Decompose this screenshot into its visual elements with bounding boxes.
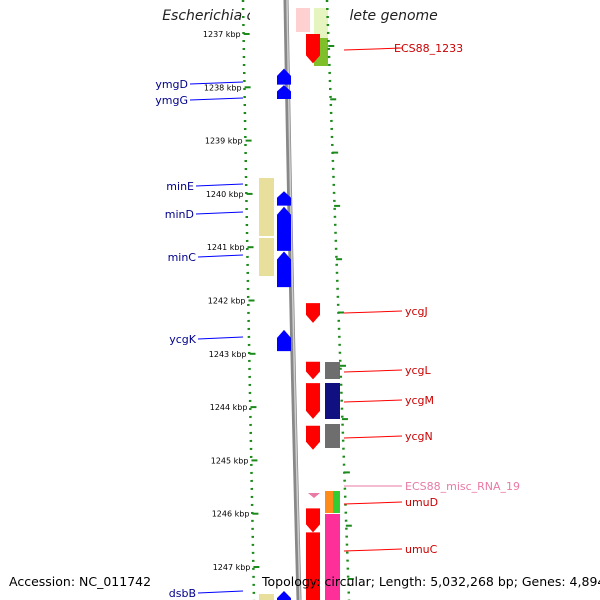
label-leader (197, 254, 244, 258)
ruler-label: 1237 kbp (203, 30, 241, 39)
gene-label-umuD: umuD (405, 496, 438, 509)
gene-label-ycgJ: ycgJ (405, 305, 428, 318)
gene-layer (277, 34, 320, 600)
label-leader (343, 548, 403, 552)
ruler-label: 1239 kbp (205, 137, 243, 146)
label-leader (195, 183, 244, 187)
label-leader (195, 211, 244, 215)
gene-ycgK (277, 329, 291, 352)
gene-label-minD: minD (165, 208, 194, 221)
label-leader (197, 336, 244, 340)
cog-band (333, 491, 340, 513)
gene-ycgM (306, 383, 320, 419)
cog-band (325, 362, 340, 379)
gene-label-ymgG: ymgG (155, 94, 188, 107)
ruler-label: 1241 kbp (207, 243, 245, 252)
topology-label: Topology: circular; Length: 5,032,268 bp… (262, 574, 600, 589)
label-leader (343, 369, 403, 373)
cog-band (325, 491, 333, 513)
gene-ymgG (277, 85, 291, 100)
label-leader (189, 97, 244, 101)
ruler-label: 1246 kbp (212, 510, 250, 519)
gene-label-ycgM: ycgM (405, 394, 434, 407)
label-leader (197, 590, 244, 594)
gene-label-ycgK: ycgK (169, 333, 197, 346)
ruler-layer: 1237 kbp 1238 kbp 1239 kbp 1240 kbp 1241 kbp… (203, 0, 354, 600)
gene-minE (277, 191, 291, 206)
gene-dsbB (277, 590, 291, 600)
cog-band (259, 238, 274, 276)
ruler-label: 1247 kbp (213, 563, 251, 572)
gene-minD (277, 206, 291, 251)
cog-band (325, 424, 340, 448)
ruler-label: 1244 kbp (210, 403, 248, 412)
gene-label-ymgD: ymgD (155, 78, 188, 91)
accession-label: Accession: NC_011742 (9, 574, 152, 589)
gene-ycgJ (306, 303, 320, 323)
ruler-label: 1240 kbp (206, 190, 244, 199)
label-leader (343, 47, 403, 51)
cog-band (259, 178, 274, 236)
cog-band (314, 8, 328, 38)
gene-umuD (306, 508, 320, 533)
gene-ycgN (306, 425, 320, 450)
gene-minC (277, 251, 291, 288)
feature-ECS88_misc_RNA_19 (308, 493, 320, 499)
cog-band (296, 8, 310, 32)
gene-ymgD (277, 68, 291, 85)
gene-label-dsbB: dsbB (169, 587, 196, 600)
cog-band (325, 383, 340, 419)
gene-label-ycgN: ycgN (405, 430, 433, 443)
gene-label-umuC: umuC (405, 543, 438, 556)
gene-label-ECS88_1233: ECS88_1233 (394, 42, 463, 55)
ruler-label: 1242 kbp (208, 297, 246, 306)
feature-label-ECS88_misc_RNA_19: ECS88_misc_RNA_19 (405, 480, 520, 493)
label-layer: ymgD ymgG minE minD minC ycgK dsbB ECS88_1233yc… (155, 42, 520, 600)
cog-band-layer (250, 0, 350, 600)
gene-ycgL (306, 361, 320, 380)
ruler-label: 1245 kbp (211, 456, 249, 465)
ruler-label: 1238 kbp (204, 83, 242, 92)
label-leader (343, 435, 403, 439)
ruler-label: 1243 kbp (209, 350, 247, 359)
label-leader (343, 501, 403, 505)
label-leader (189, 81, 244, 85)
gene-label-ycgL: ycgL (405, 364, 432, 377)
cog-band (325, 514, 340, 600)
gene-ECS88_1233 (306, 34, 320, 64)
cog-band (259, 594, 274, 600)
gene-umuC (306, 532, 320, 600)
gene-label-minE: minE (166, 180, 194, 193)
label-leader (343, 310, 403, 314)
label-leader (343, 399, 403, 403)
gene-label-minC: minC (168, 251, 197, 264)
